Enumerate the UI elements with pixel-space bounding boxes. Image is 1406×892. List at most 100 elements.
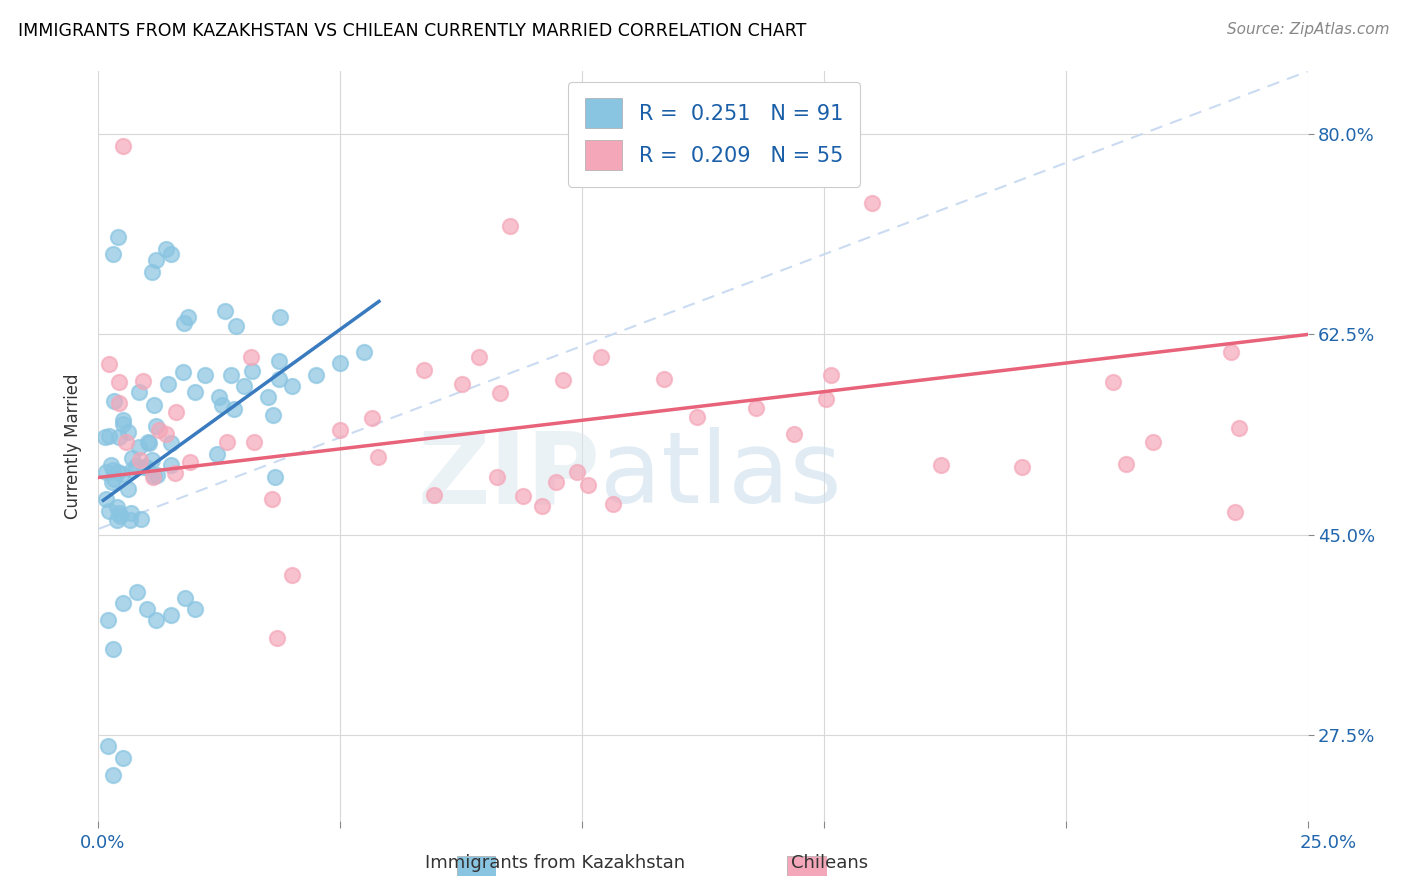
Point xyxy=(266,631,288,645)
Point xyxy=(117,425,139,439)
Point xyxy=(1219,344,1241,359)
Point xyxy=(120,513,142,527)
Point xyxy=(107,465,129,479)
Point xyxy=(121,450,143,465)
Point xyxy=(97,739,120,754)
Point xyxy=(263,470,285,484)
Point xyxy=(160,607,183,622)
Point xyxy=(512,489,534,503)
Point xyxy=(103,472,125,486)
Point xyxy=(219,368,242,382)
Point xyxy=(820,368,842,382)
Point xyxy=(222,401,245,416)
Point xyxy=(929,458,952,473)
Point xyxy=(269,372,291,386)
Point xyxy=(135,602,157,616)
Y-axis label: Currently Married: Currently Married xyxy=(65,373,83,519)
Point xyxy=(305,368,328,382)
Point xyxy=(145,614,167,628)
Point xyxy=(145,253,167,268)
Point xyxy=(177,310,200,324)
Point xyxy=(194,368,217,382)
Point xyxy=(422,488,444,502)
Point xyxy=(783,426,806,441)
Point xyxy=(94,430,117,444)
Point xyxy=(141,453,163,467)
Point xyxy=(281,567,304,582)
Point xyxy=(142,398,165,412)
Point xyxy=(146,467,169,482)
Point xyxy=(184,602,207,616)
Point xyxy=(498,219,520,233)
Point xyxy=(860,195,883,210)
Point xyxy=(107,230,129,244)
Point xyxy=(145,419,167,434)
Point xyxy=(184,384,207,399)
Point xyxy=(1142,435,1164,450)
Text: IMMIGRANTS FROM KAZAKHSTAN VS CHILEAN CURRENTLY MARRIED CORRELATION CHART: IMMIGRANTS FROM KAZAKHSTAN VS CHILEAN CU… xyxy=(18,22,807,40)
Point xyxy=(111,596,134,610)
Point xyxy=(108,430,131,444)
Point xyxy=(127,585,149,599)
Point xyxy=(1102,375,1125,389)
Text: 25.0%: 25.0% xyxy=(1301,834,1357,852)
Point xyxy=(467,350,489,364)
Point xyxy=(120,506,142,520)
Point xyxy=(138,435,160,450)
Point xyxy=(262,492,284,507)
Point xyxy=(142,469,165,483)
Point xyxy=(243,435,266,450)
Point xyxy=(412,363,434,377)
Point xyxy=(101,642,124,657)
Point xyxy=(353,344,375,359)
Point xyxy=(589,350,612,364)
Point xyxy=(163,466,186,480)
Point xyxy=(112,417,135,431)
Point xyxy=(329,423,352,437)
Point xyxy=(131,512,153,526)
Text: ZIP: ZIP xyxy=(418,427,600,524)
Point xyxy=(329,356,352,370)
Point xyxy=(98,504,121,518)
Point xyxy=(240,364,263,378)
Point xyxy=(214,303,236,318)
Point xyxy=(101,247,124,261)
Point xyxy=(97,614,120,628)
Point xyxy=(160,458,183,472)
Point xyxy=(1115,457,1137,471)
Point xyxy=(367,450,389,464)
Point xyxy=(174,591,197,605)
Point xyxy=(155,427,177,442)
Point xyxy=(814,392,837,407)
Point xyxy=(117,483,139,497)
Point xyxy=(108,507,131,521)
Point xyxy=(132,460,155,475)
Point xyxy=(225,319,247,334)
Text: Immigrants from Kazakhstan: Immigrants from Kazakhstan xyxy=(425,855,686,872)
Point xyxy=(141,264,163,278)
Point xyxy=(142,470,165,484)
Point xyxy=(576,478,599,492)
Point xyxy=(232,379,254,393)
Point xyxy=(101,768,124,782)
Point xyxy=(451,377,474,392)
Point xyxy=(205,446,228,460)
Point xyxy=(111,750,134,764)
Point xyxy=(132,374,155,388)
Point xyxy=(107,396,129,410)
Point xyxy=(565,465,588,479)
Point xyxy=(115,435,138,450)
Point xyxy=(111,412,134,426)
Point xyxy=(108,375,131,389)
Point xyxy=(129,453,152,467)
Point xyxy=(262,408,284,422)
Point xyxy=(602,497,624,511)
Point xyxy=(1011,460,1033,475)
Point xyxy=(269,310,291,325)
Point xyxy=(108,509,131,524)
Point xyxy=(239,350,262,364)
Point xyxy=(489,385,512,400)
Point xyxy=(485,470,508,484)
Point xyxy=(1223,505,1246,519)
Point xyxy=(111,467,134,481)
